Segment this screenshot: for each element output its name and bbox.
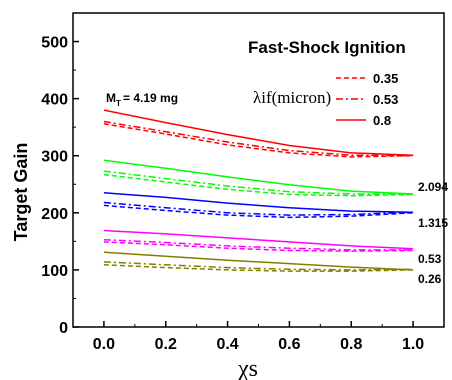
mass-annotation: M T = 4.19 mg [106,91,178,108]
y-tick-label-1: 100 [41,263,68,280]
series-line-2-solid [103,192,414,213]
x-tick-label-0: 0.0 [93,336,115,353]
group-label-3: 0.26 [418,272,442,286]
y-tick-label-0: 0 [59,320,68,337]
series-line-4-dashed [103,264,414,272]
series-line-4-solid [103,251,414,271]
plot-frame [72,12,445,328]
x-axis-title: χs [237,356,258,380]
series-line-3-dashed [103,241,414,252]
x-tick-label-3: 0.6 [278,336,300,353]
series-line-3-dashdot [103,238,414,251]
series-line-1-dashed [103,173,414,197]
series-line-1-solid [103,159,414,195]
x-axis-label: χs [237,356,258,380]
x-tick-label-5: 1.0 [402,336,424,353]
legend-title: λif(micron) [253,88,331,107]
y-tick-label-2: 200 [41,206,68,223]
y-tick-label-5: 500 [41,35,68,52]
series-line-0-dashdot [103,120,414,157]
plot-series-layer [103,109,414,272]
legend-label-0: 0.35 [373,71,398,86]
series-line-2-dashed [103,204,414,219]
series-line-0-solid [103,109,414,156]
y-tick-label-4: 400 [41,92,68,109]
legend: λif(micron) 0.35 0.53 0.8 [253,71,398,128]
series-line-1-dashdot [103,170,414,195]
group-label-2: 0.53 [418,252,442,266]
group-label-0: 2.094 [418,180,448,194]
y-tick-label-3: 300 [41,149,68,166]
series-line-4-dashdot [103,261,414,271]
mass-value: = 4.19 mg [123,91,178,105]
x-tick-label-2: 0.4 [216,336,238,353]
axes: 0.0 0.2 0.4 0.6 0.8 1.0 0 100 200 300 400 500 [41,12,445,353]
y-axis-title: Target Gain [11,143,31,242]
legend-label-2: 0.8 [373,113,391,128]
x-tick-label-1: 0.2 [155,336,177,353]
group-label-1: 1.315 [418,216,448,230]
chart-title: Fast-Shock Ignition [248,38,406,57]
legend-label-1: 0.53 [373,92,398,107]
series-line-0-dashed [103,123,414,158]
series-line-2-dashdot [103,201,414,216]
x-tick-label-4: 0.8 [340,336,362,353]
mass-subscript: T [116,99,121,108]
series-line-3-solid [103,229,414,250]
mass-symbol: M [106,91,116,105]
